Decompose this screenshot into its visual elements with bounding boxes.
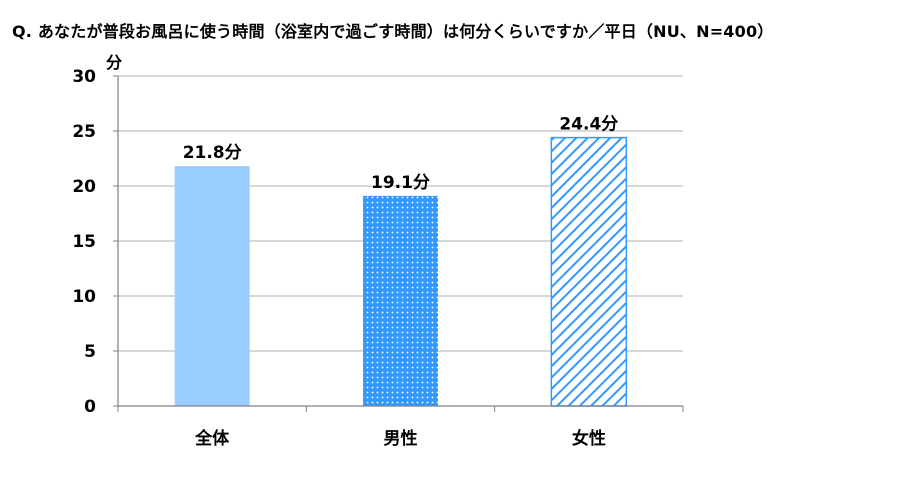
y-tick-label: 10 [72,287,96,307]
x-category-label: 男性 [384,428,418,449]
y-tick-label: 30 [72,67,96,87]
bar-value-label: 24.4分 [559,115,618,135]
bar-1 [174,166,250,406]
y-tick-label: 20 [72,177,96,197]
x-category-label: 女性 [572,428,606,449]
bar-2 [363,195,438,406]
bars [174,136,628,407]
bar-value-label: 19.1分 [371,173,430,193]
y-tick-label: 15 [72,232,96,252]
y-tick-label: 25 [72,122,96,142]
y-tick-label: 5 [84,342,96,362]
y-tick-label: 0 [84,397,96,417]
bar-3 [550,136,628,407]
x-category-label: 全体 [194,428,230,449]
bar-value-label: 21.8分 [183,143,242,163]
y-axis-label: 分 [106,53,122,72]
question-title: Q. あなたが普段お風呂に使う時間（浴室内で過ごす時間）は何分くらいですか／平日… [12,22,774,41]
axes [113,75,684,412]
